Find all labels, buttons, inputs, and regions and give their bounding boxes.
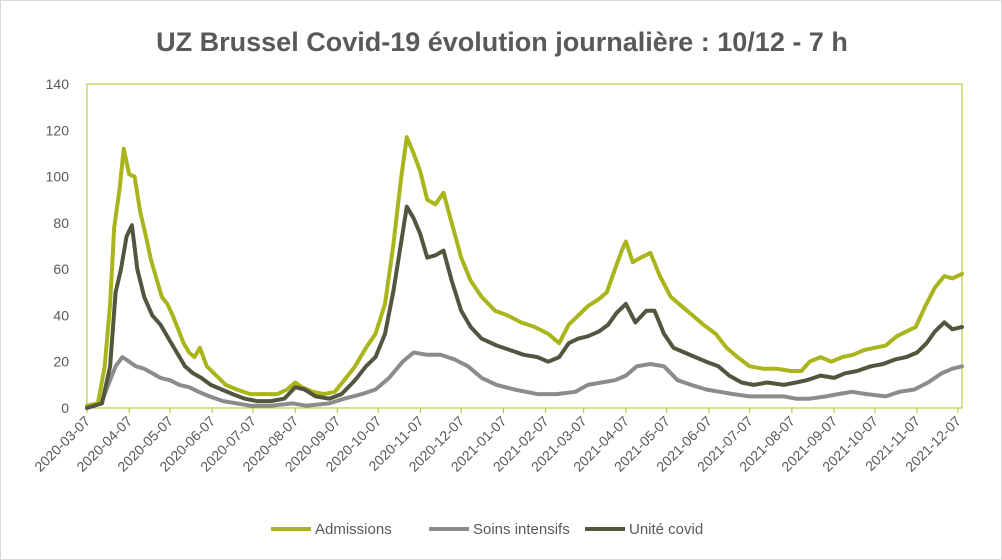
y-axis: 0 20 40 60 80 100 120 140 <box>46 76 70 416</box>
legend-label-1: Soins intensifs <box>473 521 570 538</box>
series-lines <box>85 135 964 410</box>
legend-label-2: Unité covid <box>629 521 703 538</box>
y-tick-label-4: 80 <box>53 215 69 231</box>
legend-label-0: Admissions <box>315 521 392 538</box>
x-axis: 2020-03-072020-04-072020-05-072020-06-07… <box>31 408 964 475</box>
plot-area <box>86 83 963 409</box>
y-tick-label-3: 60 <box>53 261 69 277</box>
legend: Admissions Soins intensifs Unité covid <box>271 521 703 538</box>
chart-title: UZ Brussel Covid-19 évolution journalièr… <box>156 27 848 57</box>
y-tick-label-2: 40 <box>53 307 69 323</box>
series-line-2 <box>85 204 964 410</box>
series-line-0 <box>85 135 964 408</box>
y-tick-label-6: 120 <box>46 122 70 138</box>
series-line-1 <box>85 350 964 410</box>
y-tick-label-7: 140 <box>46 76 70 92</box>
y-tick-label-0: 0 <box>61 400 69 416</box>
y-tick-label-1: 20 <box>53 354 69 370</box>
y-tick-label-5: 100 <box>46 169 70 185</box>
